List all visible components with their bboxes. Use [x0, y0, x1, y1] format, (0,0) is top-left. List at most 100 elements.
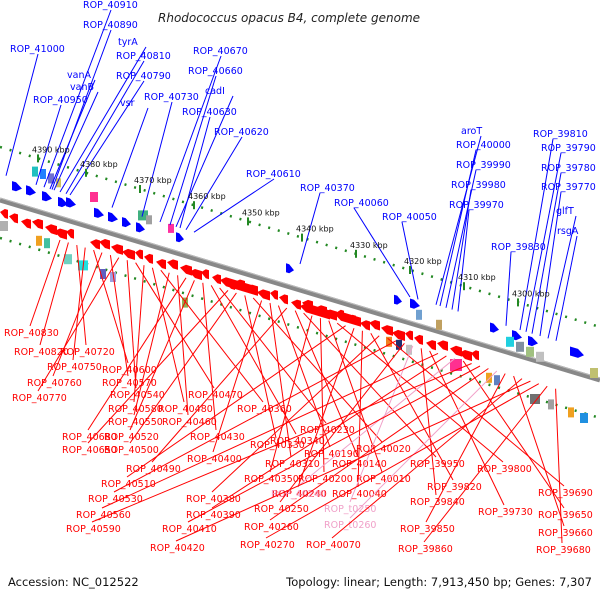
forward-gene-arrow [136, 222, 145, 233]
forward-label-leader [35, 104, 62, 185]
reverse-gene-label: ROP_40550 [108, 417, 163, 428]
reverse-gene-label: ROP_40420 [150, 543, 205, 554]
reverse-label-leader [211, 355, 447, 509]
reverse-gene-label: ROP_40270 [240, 540, 295, 551]
feature-block [450, 359, 462, 371]
feature-block [516, 341, 524, 352]
reverse-gene-label: ROP_40590 [66, 524, 121, 535]
feature-block [530, 394, 540, 404]
forward-label-leader [59, 46, 147, 193]
reverse-gene-label: ROP_40520 [104, 432, 159, 443]
reverse-label-leader [87, 277, 187, 431]
forward-gene-label: ROP_40370 [300, 183, 355, 194]
reverse-gene-arrow [381, 325, 393, 336]
reverse-gene-arrow [122, 248, 135, 260]
reverse-gene-label: ROP_39820 [427, 482, 482, 493]
forward-label-leader [539, 191, 562, 337]
forward-gene-label: vanA [67, 70, 91, 81]
kbp-tick-label: 4340 kbp [296, 225, 334, 234]
reverse-label-leader [126, 325, 346, 478]
forward-gene-arrow [122, 217, 131, 228]
kbp-tick-label: 4390 kbp [32, 145, 70, 154]
reverse-gene-arrow [32, 218, 43, 230]
feature-block [486, 372, 492, 383]
reverse-gene-label: ROP_40260 [244, 522, 299, 533]
forward-gene-arrow [66, 197, 76, 208]
feature-block [416, 309, 422, 320]
forward-gene-label: glfT [556, 206, 574, 217]
forward-gene-label: ROP_39770 [541, 182, 596, 193]
reverse-gene-label: ROP_40240 [272, 489, 327, 500]
forward-gene-label: ROP_40620 [214, 127, 269, 138]
reverse-gene-arrow [189, 269, 202, 281]
reverse-gene-label: ROP_40410 [162, 524, 217, 535]
reverse-gene-label: ROP_40830 [4, 328, 59, 339]
feature-block [436, 319, 442, 330]
reverse-label-leader [297, 328, 355, 488]
feature-block [396, 339, 402, 350]
reverse-label-leader [76, 244, 87, 346]
forward-label-leader [159, 55, 222, 223]
reverse-gene-arrow [9, 213, 18, 224]
reverse-gene-arrow [369, 320, 380, 331]
feature-block [506, 336, 514, 347]
reverse-gene-label: ROP_40570 [102, 378, 157, 389]
reverse-label-leader [331, 378, 523, 539]
reverse-gene-arrow [167, 259, 178, 270]
reverse-label-leader [175, 380, 531, 542]
reverse-gene-label: ROP_40560 [76, 510, 131, 521]
forward-gene-label: ROP_39970 [449, 200, 504, 211]
forward-label-leader [531, 172, 562, 334]
reverse-gene-arrow [471, 350, 479, 361]
forward-label-leader [65, 60, 145, 195]
reverse-label-leader [269, 302, 292, 458]
reverse-label-leader [160, 269, 264, 403]
reverse-label-leader [202, 282, 217, 431]
reverse-gene-label: ROP_40470 [188, 390, 243, 401]
forward-label-leader [519, 138, 554, 331]
reverse-gene-label: ROP_40770 [12, 393, 67, 404]
forward-label-leader [5, 53, 39, 176]
reverse-gene-arrow [257, 289, 270, 301]
reverse-label-leader [219, 287, 327, 424]
reverse-label-leader [269, 368, 489, 521]
reverse-label-leader [126, 260, 137, 389]
reverse-label-leader [513, 375, 565, 527]
forward-label-leader [505, 251, 512, 326]
forward-gene-arrow [176, 232, 184, 243]
reverse-gene-label: ROP_40360 [237, 404, 292, 415]
reverse-gene-arrow [99, 239, 110, 250]
reverse-gene-label: ROP_40020 [356, 444, 411, 455]
reverse-label-leader [279, 343, 405, 503]
reverse-label-leader [113, 340, 397, 493]
reverse-gene-label: ROP_39660 [538, 528, 593, 539]
forward-gene-arrow [410, 298, 420, 309]
forward-label-leader [193, 178, 275, 233]
forward-gene-label: ROP_40730 [144, 92, 199, 103]
forward-gene-label: ROP_40630 [182, 107, 237, 118]
reverse-gene-label: ROP_40400 [187, 454, 242, 465]
reverse-label-leader [87, 290, 229, 444]
forward-gene-label: ROP_40670 [193, 46, 248, 57]
forward-gene-label: ROP_39780 [541, 163, 596, 174]
reverse-gene-arrow [426, 340, 436, 351]
reverse-gene-arrow [0, 208, 8, 219]
forward-gene-label: cadI [205, 86, 225, 97]
reverse-gene-label: ROP_40070 [306, 540, 361, 551]
forward-gene-label: rsgA [557, 226, 579, 237]
feature-block [64, 254, 72, 265]
reverse-label-leader [211, 335, 380, 493]
reverse-gene-label: ROP_40230 [300, 425, 355, 436]
forward-label-leader [439, 149, 477, 307]
reverse-gene-label: ROP_40140 [332, 459, 387, 470]
forward-label-leader [547, 215, 577, 339]
reverse-gene-label: ROP_40540 [110, 390, 165, 401]
feature-block [548, 399, 554, 410]
forward-label-leader [457, 209, 470, 312]
reverse-gene-label: ROP_40380 [186, 494, 241, 505]
reverse-label-leader [294, 310, 359, 458]
forward-gene-label: ROP_39810 [533, 129, 588, 140]
reverse-gene-label: ROP_40680 [62, 432, 117, 443]
forward-gene-arrow [490, 322, 499, 333]
